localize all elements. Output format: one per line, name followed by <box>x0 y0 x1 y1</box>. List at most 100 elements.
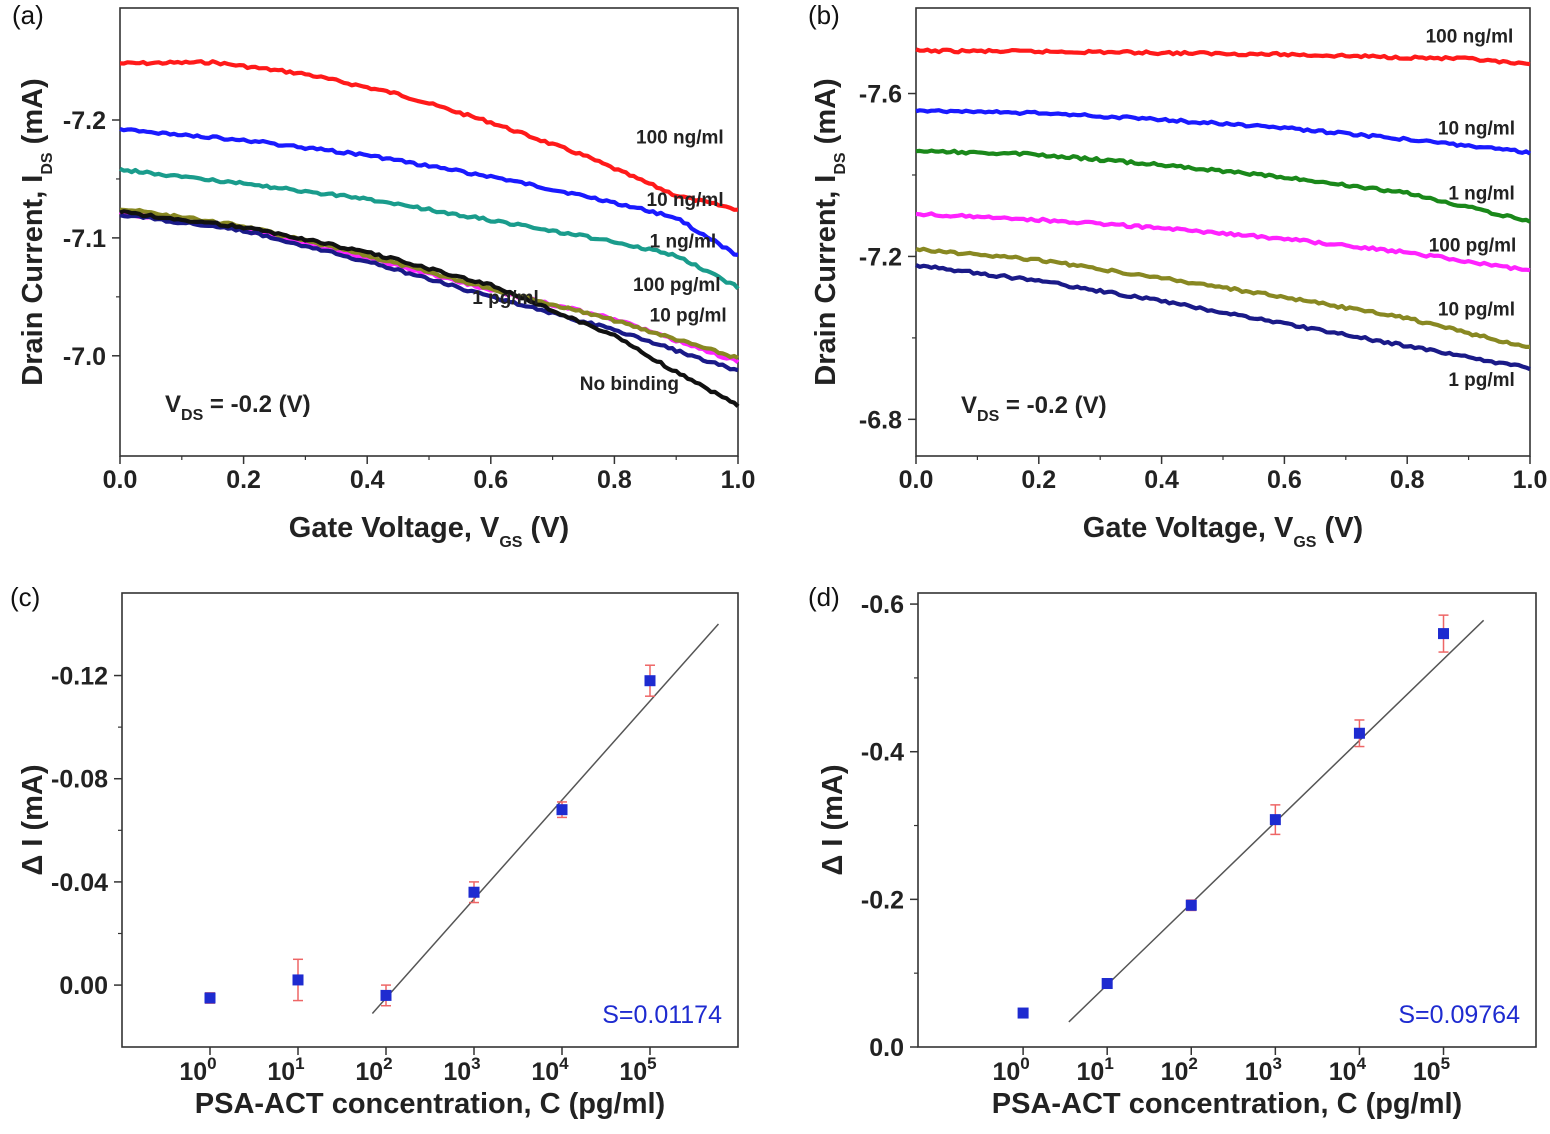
x-tick-label: 0.8 <box>1390 466 1425 494</box>
x-axis-title: PSA-ACT concentration, C (pg/ml) <box>992 1088 1462 1120</box>
x-tick-base: 10 <box>1413 1058 1441 1086</box>
x-tick-exponent: 0 <box>207 1054 216 1073</box>
data-point <box>1017 1007 1029 1019</box>
data-point <box>204 992 216 1004</box>
data-point <box>1353 727 1365 739</box>
y-axis-title-unit: (mA) <box>17 78 49 144</box>
y-tick-label: -0.12 <box>51 663 108 691</box>
curve-label: 100 ng/ml <box>1426 27 1514 48</box>
series-line <box>915 108 1532 156</box>
x-tick-exponent: 4 <box>559 1054 569 1073</box>
x-tick-label: 102 <box>1161 1054 1198 1086</box>
data-point <box>644 675 656 687</box>
x-tick-label: 0.2 <box>226 466 261 494</box>
x-tick-label: 101 <box>267 1054 304 1086</box>
series-line <box>119 126 739 257</box>
x-tick-exponent: 1 <box>1104 1054 1113 1073</box>
x-tick-label: 100 <box>179 1054 216 1086</box>
x-tick-base: 10 <box>1161 1058 1189 1086</box>
plot-frame <box>121 592 739 1048</box>
y-axis-title-sub: DS <box>39 152 56 175</box>
curve-label: 100 pg/ml <box>633 275 721 296</box>
panel-label: (c) <box>10 582 40 612</box>
y-axis-title: Δ I (mA) <box>817 764 849 875</box>
data-point <box>1269 814 1281 826</box>
curve-label: 100 ng/ml <box>636 128 724 149</box>
x-tick-base: 10 <box>619 1058 647 1086</box>
data-point <box>1185 899 1197 911</box>
y-tick-label: -0.2 <box>861 886 904 914</box>
vds-annotation-sub: DS <box>977 408 1000 425</box>
vds-annotation: VDS = -0.2 (V) <box>961 392 1107 425</box>
x-tick-base: 10 <box>1329 1058 1357 1086</box>
panel-d: (d)100 101 102 103 104 1050.0-0.2-0.4-0.6PSA-… <box>808 582 1537 1120</box>
series-line <box>119 59 739 212</box>
x-tick-base: 10 <box>1245 1058 1273 1086</box>
x-tick-label: 100 <box>992 1054 1029 1086</box>
panel-label: (b) <box>808 0 840 30</box>
x-tick-base: 10 <box>355 1058 383 1086</box>
x-axis-title: PSA-ACT concentration, C (pg/ml) <box>195 1088 665 1120</box>
curve-label: 1 ng/ml <box>1448 183 1515 204</box>
curve-label: No binding <box>580 374 679 395</box>
curve-label: 100 pg/ml <box>1429 236 1517 257</box>
x-tick-exponent: 5 <box>1441 1054 1450 1073</box>
panel-label: (a) <box>12 0 44 30</box>
x-tick-base: 10 <box>267 1058 295 1086</box>
x-axis-title-space <box>1316 512 1324 544</box>
data-point <box>292 974 304 986</box>
curve-label: 10 ng/ml <box>647 190 724 211</box>
y-tick-label: -7.2 <box>63 107 106 135</box>
x-tick-exponent: 5 <box>647 1054 656 1073</box>
x-tick-exponent: 3 <box>471 1054 480 1073</box>
curve-label: 10 ng/ml <box>1438 118 1515 139</box>
x-tick-exponent: 3 <box>1273 1054 1282 1073</box>
y-tick-label: -7.2 <box>859 243 902 271</box>
y-axis-title-sub: DS <box>832 152 849 175</box>
x-tick-label: 101 <box>1077 1054 1114 1086</box>
fit-line <box>371 623 720 1014</box>
y-axis-title: Drain Current, IDS (mA) <box>810 78 849 385</box>
x-tick-label: 105 <box>619 1054 656 1086</box>
curve-label: 1 pg/ml <box>472 288 539 309</box>
x-tick-label: 0.8 <box>597 466 632 494</box>
y-axis-title-main: Drain Current, I <box>810 175 842 386</box>
x-tick-base: 10 <box>531 1058 559 1086</box>
data-point <box>556 804 568 816</box>
series-line <box>915 148 1531 224</box>
x-tick-label: 0.0 <box>899 466 934 494</box>
x-tick-base: 10 <box>992 1058 1020 1086</box>
panel-c: (c)100 101 102 103 104 1050.00-0.04-0.08-0.12… <box>10 582 739 1120</box>
vds-annotation-sub: DS <box>181 407 204 424</box>
x-axis-title-sub: GS <box>1293 534 1316 551</box>
sensitivity-annotation: S=0.01174 <box>602 1001 722 1029</box>
y-tick-label: -0.04 <box>51 869 108 897</box>
series-line <box>119 166 740 291</box>
data-point <box>380 989 392 1001</box>
series-line <box>915 246 1530 349</box>
y-axis-title: Δ I (mA) <box>17 764 49 875</box>
x-axis-title: Gate Voltage, VGS (V) <box>1083 512 1363 551</box>
x-tick-exponent: 2 <box>1188 1054 1197 1073</box>
panel-a: (a) 0.0 0.2 0.4 0.6 0.8 1.0 -7.0 -7.1 -7.2 Gate Vo… <box>12 0 755 551</box>
x-tick-label: 103 <box>1245 1054 1282 1086</box>
x-tick-label: 104 <box>1329 1054 1367 1086</box>
x-axis-title-main: Gate Voltage, V <box>1083 512 1294 544</box>
x-tick-exponent: 1 <box>295 1054 304 1073</box>
y-tick-label: -7.6 <box>859 81 902 109</box>
vds-annotation-main: V <box>961 392 977 419</box>
x-tick-exponent: 0 <box>1020 1054 1029 1073</box>
y-axis-title: Drain Current, IDS (mA) <box>17 78 56 385</box>
x-tick-label: 1.0 <box>1513 466 1548 494</box>
x-axis-title-sub: GS <box>499 534 522 551</box>
panel-label: (d) <box>808 582 840 612</box>
x-axis-title: Gate Voltage, VGS (V) <box>289 512 569 551</box>
data-point <box>1438 628 1450 640</box>
y-axis-title-space <box>17 144 49 152</box>
x-tick-label: 0.4 <box>1144 466 1179 494</box>
y-tick-label: -6.8 <box>859 406 902 434</box>
panel-b: (b) 0.0 0.2 0.4 0.6 0.8 1.0 -6.8 -7.2 -7.6 Gate Vo… <box>808 0 1547 551</box>
y-tick-label: -0.08 <box>51 766 108 794</box>
series-line <box>119 207 739 360</box>
x-tick-label: 0.6 <box>1267 466 1302 494</box>
